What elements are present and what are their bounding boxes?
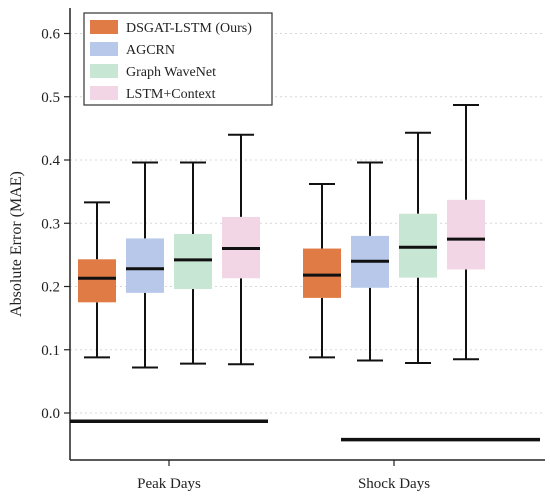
box-1-1 <box>78 201 116 359</box>
y-tick-label: 0.1 <box>41 343 60 359</box>
box-iqr <box>78 259 116 303</box>
box-2-1 <box>126 161 164 369</box>
y-tick-label: 0.2 <box>41 280 60 296</box>
box-4-1 <box>222 133 260 366</box>
legend-label: Graph WaveNet <box>126 65 216 80</box>
box-1-2 <box>303 183 341 359</box>
x-tick-label: Shock Days <box>358 476 430 492</box>
y-tick-label: 0.0 <box>41 406 60 422</box>
baselines <box>70 419 540 442</box>
box-4-2 <box>447 103 485 361</box>
legend-label: DSGAT-LSTM (Ours) <box>126 21 252 36</box>
legend-swatch <box>90 64 118 78</box>
y-tick-label: 0.6 <box>41 27 60 43</box>
box-iqr <box>447 199 485 270</box>
y-tick-label: 0.4 <box>41 153 60 169</box>
box-iqr <box>399 213 437 278</box>
box-3-2 <box>399 131 437 365</box>
y-tick-label: 0.3 <box>41 216 60 232</box>
x-tick-label: Peak Days <box>137 476 201 492</box>
legend-swatch <box>90 86 118 100</box>
legend-label: AGCRN <box>126 43 175 58</box>
box-iqr <box>303 248 341 298</box>
axes: 0.0 0.1 0.2 0.3 0.4 0.5 0.6 Peak Days Shock Days <box>41 8 545 492</box>
boxes <box>78 103 485 369</box>
y-tick-label: 0.5 <box>41 90 60 106</box>
box-2-2 <box>351 161 389 362</box>
box-iqr <box>174 234 212 290</box>
y-axis-title: Absolute Error (MAE) <box>8 171 25 317</box>
legend-swatch <box>90 42 118 56</box>
box-3-1 <box>174 161 212 365</box>
legend-label: LSTM+Context <box>126 87 216 102</box>
legend-swatch <box>90 20 118 34</box>
legend: DSGAT-LSTM (Ours) AGCRN Graph WaveNet LSTM+… <box>83 12 273 106</box>
box-iqr <box>126 238 164 293</box>
